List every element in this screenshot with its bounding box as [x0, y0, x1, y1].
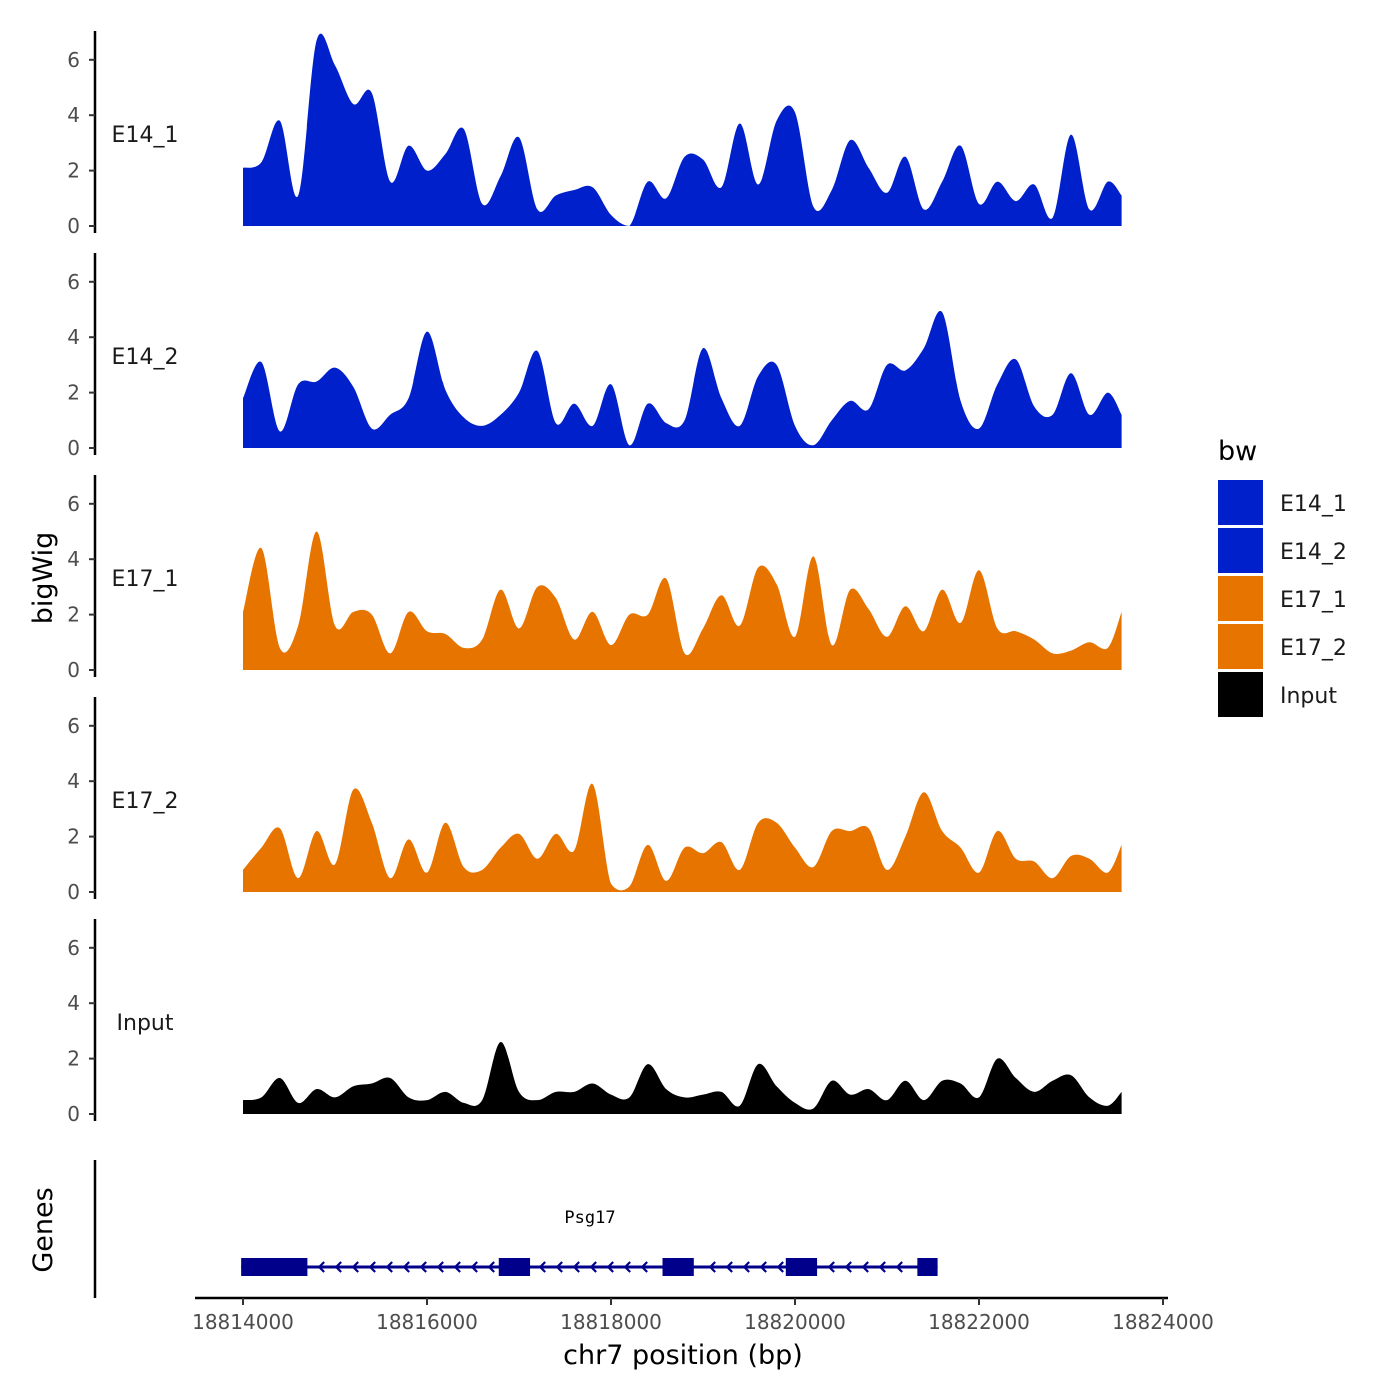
strand-arrow: [827, 1261, 835, 1273]
legend: bw E14_1 E14_2 E17_1 E17_2 Input: [1218, 436, 1347, 717]
strand-arrow: [436, 1261, 444, 1273]
y-tick-label: 4: [67, 769, 80, 793]
y-tick-label: 4: [67, 547, 80, 571]
strand-arrow: [844, 1261, 852, 1273]
legend-key-E17_1: [1218, 576, 1263, 621]
y-tick-label: 0: [67, 214, 80, 238]
strand-arrow: [351, 1261, 359, 1273]
y-tick-label: 6: [67, 270, 80, 294]
track-label-E17_2: E17_2: [112, 789, 179, 814]
legend-key-E17_2: [1218, 624, 1263, 669]
y-tick-label: 0: [67, 1102, 80, 1126]
area-E14_2: [243, 310, 1122, 448]
legend-title: bw: [1218, 436, 1257, 467]
y-tick-label: 2: [67, 1047, 80, 1071]
strand-arrow: [759, 1261, 767, 1273]
x-tick-label: 18814000: [192, 1310, 294, 1334]
y-tick-label: 4: [67, 991, 80, 1015]
strand-arrow: [895, 1261, 903, 1273]
legend-label-E17_2: E17_2: [1280, 636, 1347, 661]
strand-arrow: [861, 1261, 869, 1273]
y-tick-label: 2: [67, 381, 80, 405]
x-tick-label: 18822000: [928, 1310, 1030, 1334]
strand-arrow: [385, 1261, 393, 1273]
gene-track-title: Genes: [28, 1187, 59, 1272]
strand-arrow: [742, 1261, 750, 1273]
y-tick-label: 6: [67, 492, 80, 516]
y-tick-label: 2: [67, 159, 80, 183]
track-E17_2: 0 2 4 6 E17_2: [67, 697, 1122, 904]
strand-arrow: [623, 1261, 631, 1273]
legend-key-E14_2: [1218, 528, 1263, 573]
exon: [662, 1258, 694, 1276]
y-axis-title: bigWig: [28, 532, 59, 625]
exon: [785, 1258, 818, 1276]
y-tick-label: 4: [67, 325, 80, 349]
gene-track: Psg17: [93, 1160, 938, 1298]
y-tick-label: 0: [67, 436, 80, 460]
bigwig-tracks: 0 2 4 6 E14_1 0 2 4 6 E14_2 0 2 4 6 E17_1 0 2 4 6 E17_2 0 2 4 6…: [67, 31, 1122, 1126]
strand-arrow: [470, 1261, 478, 1273]
strand-arrow: [640, 1261, 648, 1273]
strand-arrow: [606, 1261, 614, 1273]
track-E14_1: 0 2 4 6 E14_1: [67, 31, 1122, 238]
strand-arrow: [453, 1261, 461, 1273]
y-tick-label: 4: [67, 103, 80, 127]
track-label-E14_2: E14_2: [112, 345, 179, 370]
area-E14_1: [243, 33, 1122, 227]
x-tick-label: 18816000: [376, 1310, 478, 1334]
legend-label-E14_1: E14_1: [1280, 492, 1347, 517]
track-E14_2: 0 2 4 6 E14_2: [67, 253, 1122, 460]
y-tick-label: 0: [67, 880, 80, 904]
x-tick-label: 18818000: [560, 1310, 662, 1334]
strand-arrow: [878, 1261, 886, 1273]
legend-key-E14_1: [1218, 480, 1263, 525]
track-E17_1: 0 2 4 6 E17_1: [67, 475, 1122, 682]
x-tick-label: 18820000: [744, 1310, 846, 1334]
track-label-E17_1: E17_1: [112, 567, 179, 592]
strand-arrow: [776, 1261, 784, 1273]
y-tick-label: 6: [67, 714, 80, 738]
gene-name-label: Psg17: [564, 1208, 615, 1228]
area-E17_1: [243, 531, 1122, 670]
strand-arrow: [487, 1261, 495, 1273]
strand-arrow: [572, 1261, 580, 1273]
strand-arrow: [317, 1261, 325, 1273]
legend-label-Input: Input: [1280, 684, 1337, 709]
y-tick-label: 0: [67, 658, 80, 682]
x-axis-title: chr7 position (bp): [563, 1340, 803, 1371]
strand-arrow: [555, 1261, 563, 1273]
area-Input: [243, 1041, 1122, 1114]
strand-arrow: [368, 1261, 376, 1273]
strand-arrow: [708, 1261, 716, 1273]
x-axis: 18814000 18816000 18818000 18820000 18822000…: [192, 1296, 1214, 1334]
exon: [917, 1258, 938, 1276]
strand-arrow: [725, 1261, 733, 1273]
strand-arrow: [402, 1261, 410, 1273]
legend-label-E14_2: E14_2: [1280, 540, 1347, 565]
strand-arrow: [589, 1261, 597, 1273]
strand-arrow: [334, 1261, 342, 1273]
y-tick-label: 2: [67, 603, 80, 627]
x-tick-label: 18824000: [1112, 1310, 1214, 1334]
y-tick-label: 6: [67, 936, 80, 960]
strand-arrow: [419, 1261, 427, 1273]
area-E17_2: [243, 783, 1122, 892]
gene-Psg17: Psg17: [241, 1208, 938, 1276]
y-tick-label: 2: [67, 825, 80, 849]
track-label-E14_1: E14_1: [112, 123, 179, 148]
exon: [241, 1258, 308, 1276]
strand-arrow: [538, 1261, 546, 1273]
track-Input: 0 2 4 6 Input: [67, 919, 1122, 1126]
y-tick-label: 6: [67, 48, 80, 72]
track-label-Input: Input: [117, 1011, 174, 1036]
exon: [498, 1258, 531, 1276]
legend-key-Input: [1218, 672, 1263, 717]
legend-label-E17_1: E17_1: [1280, 588, 1347, 613]
